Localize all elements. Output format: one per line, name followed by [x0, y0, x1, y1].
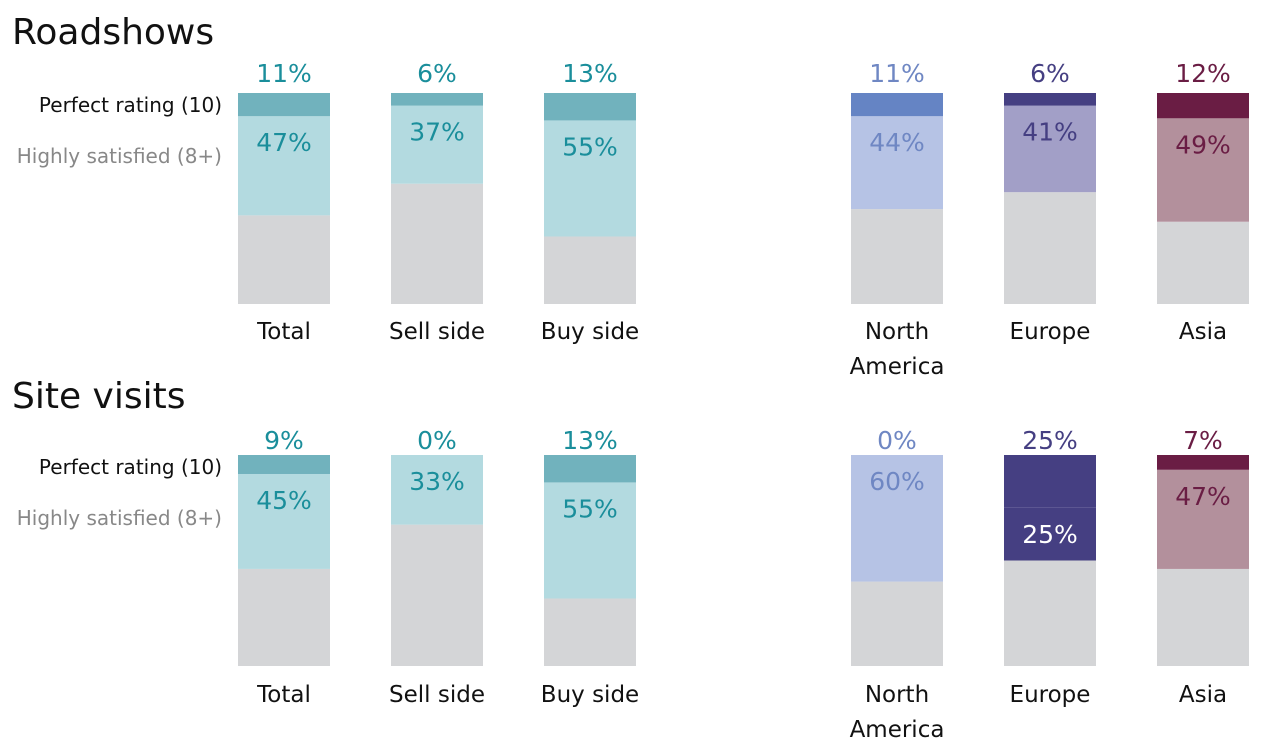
bar-remainder-segment: [238, 215, 330, 304]
perfect-value-label: 13%: [562, 426, 618, 455]
satisfied-value-label: 41%: [1022, 118, 1078, 147]
legend-highly-satisfied: Highly satisfied (8+): [17, 144, 222, 168]
perfect-value-label: 25%: [1022, 426, 1078, 455]
bar-satisfied-segment: [1004, 507, 1096, 561]
perfect-value-label: 12%: [1175, 59, 1231, 88]
bar-satisfied-segment: [544, 482, 636, 599]
bar-perfect-segment: [1157, 93, 1249, 119]
category-label: Europe: [1010, 682, 1091, 708]
category-label: Sell side: [389, 682, 485, 708]
bar-satisfied-segment: [1157, 118, 1249, 222]
bar-perfect-segment: [391, 93, 483, 106]
bar-remainder-segment: [391, 183, 483, 304]
perfect-value-label: 11%: [869, 59, 925, 88]
perfect-value-label: 13%: [562, 59, 618, 88]
category-label: Europe: [1010, 319, 1091, 345]
bar-perfect-segment: [1004, 455, 1096, 508]
bar-perfect-segment: [238, 93, 330, 117]
perfect-value-label: 9%: [264, 426, 304, 455]
satisfied-value-label: 25%: [1022, 520, 1078, 549]
bar-perfect-segment: [544, 455, 636, 483]
legend-highly-satisfied: Highly satisfied (8+): [17, 506, 222, 530]
bar-remainder-segment: [1004, 192, 1096, 304]
bar-satisfied-segment: [851, 116, 943, 210]
bar-satisfied-segment: [851, 455, 943, 582]
category-label: Buy side: [541, 682, 639, 708]
bar-perfect-segment: [238, 455, 330, 474]
bar-remainder-segment: [544, 236, 636, 304]
bar-perfect-segment: [1004, 93, 1096, 106]
chart-title: Site visits: [12, 376, 186, 417]
perfect-value-label: 6%: [1030, 59, 1070, 88]
category-label: Sell side: [389, 319, 485, 345]
bar-remainder-segment: [851, 209, 943, 304]
bar-remainder-segment: [851, 581, 943, 666]
legend-perfect-rating: Perfect rating (10): [39, 455, 222, 479]
satisfied-value-label: 47%: [256, 128, 312, 157]
bar-satisfied-segment: [544, 120, 636, 237]
bar-perfect-segment: [544, 93, 636, 121]
legend-perfect-rating: Perfect rating (10): [39, 93, 222, 117]
satisfied-value-label: 55%: [562, 494, 618, 523]
bar-remainder-segment: [391, 524, 483, 666]
satisfied-value-label: 49%: [1175, 130, 1231, 159]
bar-satisfied-segment: [1157, 469, 1249, 569]
bar-satisfied-segment: [238, 473, 330, 569]
bar-satisfied-segment: [238, 116, 330, 216]
bar-satisfied-segment: [391, 105, 483, 184]
satisfied-value-label: 60%: [869, 467, 925, 496]
bar-remainder-segment: [544, 598, 636, 666]
category-label: Asia: [1179, 682, 1227, 708]
bar-remainder-segment: [1004, 560, 1096, 666]
chart-title: Roadshows: [12, 12, 214, 53]
bar-remainder-segment: [1157, 221, 1249, 304]
category-label: Asia: [1179, 319, 1227, 345]
category-label: America: [850, 717, 945, 738]
category-label: Buy side: [541, 319, 639, 345]
category-label: Total: [256, 319, 311, 345]
satisfied-value-label: 33%: [409, 467, 465, 496]
bar-remainder-segment: [1157, 568, 1249, 666]
bar-satisfied-segment: [1004, 105, 1096, 193]
perfect-value-label: 6%: [417, 59, 457, 88]
perfect-value-label: 0%: [877, 426, 917, 455]
bar-perfect-segment: [851, 93, 943, 117]
bar-remainder-segment: [238, 568, 330, 666]
category-label: North: [865, 682, 929, 708]
satisfied-value-label: 55%: [562, 132, 618, 161]
perfect-value-label: 0%: [417, 426, 457, 455]
satisfied-value-label: 44%: [869, 128, 925, 157]
perfect-value-label: 7%: [1183, 426, 1223, 455]
category-label: North: [865, 319, 929, 345]
perfect-value-label: 11%: [256, 59, 312, 88]
satisfied-value-label: 37%: [409, 118, 465, 147]
satisfied-value-label: 45%: [256, 486, 312, 515]
category-label: Total: [256, 682, 311, 708]
satisfied-value-label: 47%: [1175, 482, 1231, 511]
bar-perfect-segment: [1157, 455, 1249, 470]
category-label: America: [850, 354, 945, 380]
bar-satisfied-segment: [391, 455, 483, 525]
